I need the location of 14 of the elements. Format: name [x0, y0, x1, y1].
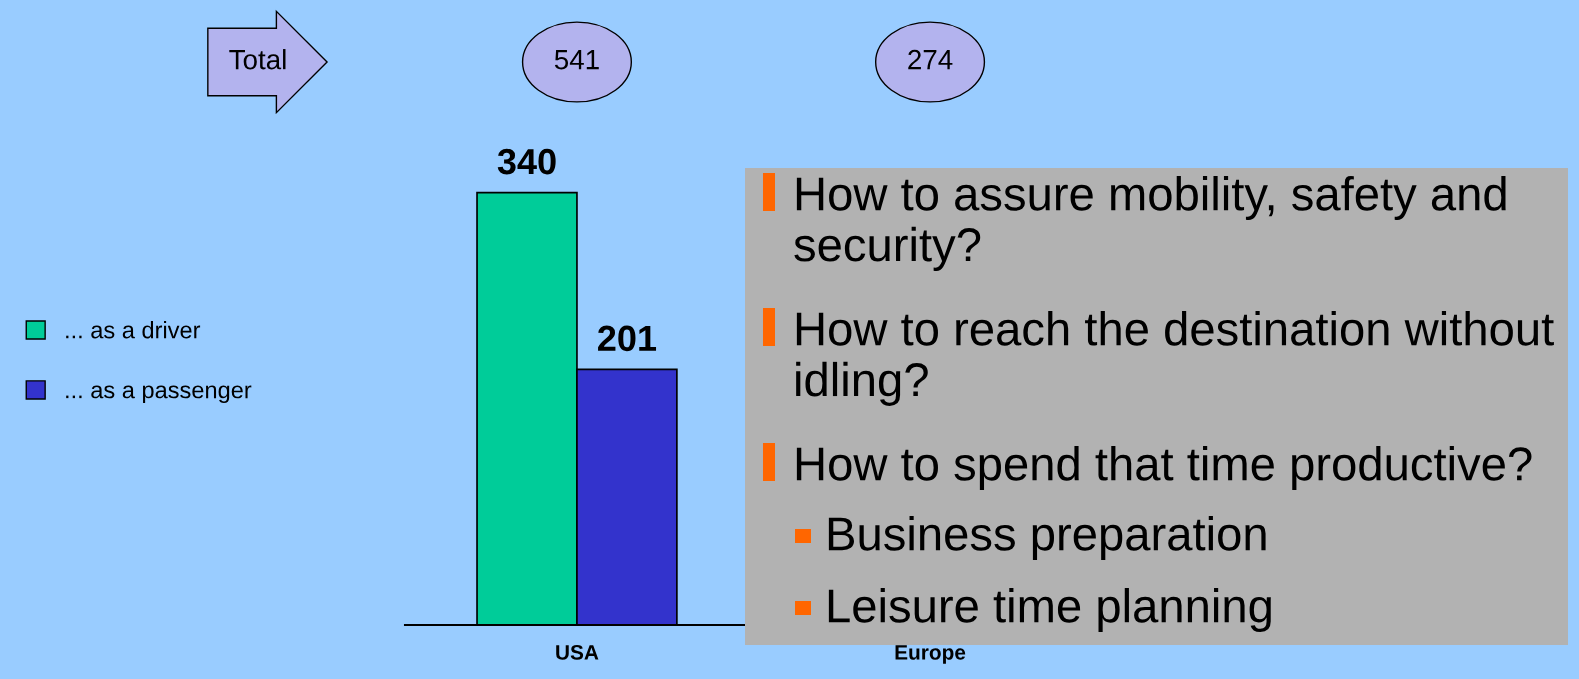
annotation: How to reach the destination without idling?: [796, 311, 1554, 406]
text: 541: [554, 50, 599, 70]
annotation: How to spend that time productive?: [796, 446, 1532, 491]
x-tick-label: USA: [556, 644, 599, 660]
annotation: How to assure mobility, safety and security?: [794, 176, 1506, 271]
x-tick-label: Europe: [895, 645, 966, 664]
legend-label: ... as a passenger: [66, 385, 252, 404]
data-label: 340: [497, 148, 556, 175]
text: 274: [908, 49, 953, 70]
annotation: Business preparation: [828, 516, 1266, 561]
text: Total: [229, 49, 286, 70]
legend-label: ... as a driver: [66, 321, 201, 339]
data-label: 201: [598, 325, 657, 352]
annotation: Leisure time planning: [828, 588, 1271, 633]
